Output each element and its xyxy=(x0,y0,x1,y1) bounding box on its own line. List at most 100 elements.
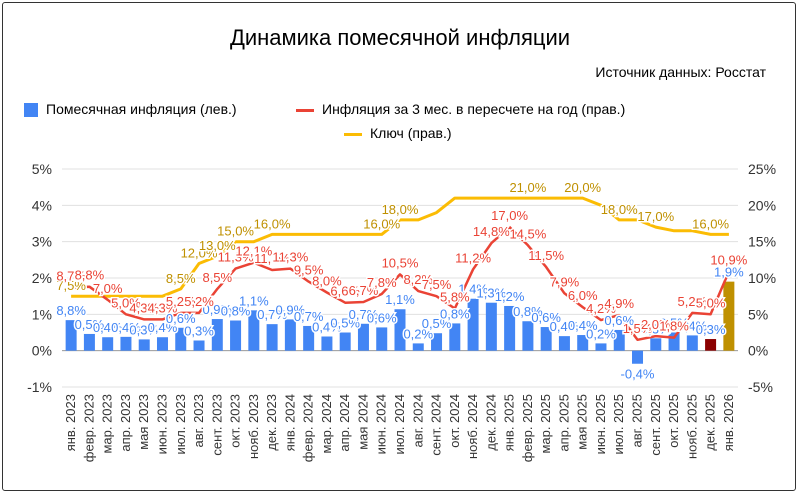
data-label-monthly: 0,6% xyxy=(531,310,561,325)
data-label-three-month: 14,5% xyxy=(509,226,546,241)
data-label-key-rate: 20,0% xyxy=(564,180,601,195)
y-left-tick-label: 2% xyxy=(32,270,52,286)
x-tick-label: авг. 2024 xyxy=(410,394,425,447)
x-tick-label: мая 2023 xyxy=(136,394,151,450)
data-label-monthly: 0,2% xyxy=(403,326,433,341)
legend-swatch-key-rate xyxy=(344,132,362,136)
data-label-three-month: 11,3% xyxy=(272,250,308,265)
data-label-monthly: 0,3% xyxy=(641,321,671,336)
bar xyxy=(303,325,315,351)
x-tick-label: авг. 2025 xyxy=(630,394,645,447)
x-tick-label: апр. 2025 xyxy=(556,394,571,452)
y-right-tick-label: 15% xyxy=(748,234,776,250)
data-label-three-month: 5,2% xyxy=(166,294,196,309)
data-label-three-month: 7,9% xyxy=(550,274,580,289)
data-label-monthly: 0,4% xyxy=(568,318,598,333)
x-tick-label: окт. 2023 xyxy=(228,394,243,448)
data-label-three-month: 1,5% xyxy=(623,321,653,336)
y-right-tick-label: 5% xyxy=(748,306,768,322)
legend-item-monthly[interactable]: Помесячная инфляция (лев.) xyxy=(24,101,237,118)
data-label-three-month: 8,0% xyxy=(312,274,342,289)
data-label-key-rate: 7,5% xyxy=(56,278,86,293)
chart-title: Динамика помесячной инфляции xyxy=(229,25,571,50)
y-right-tick-label: 10% xyxy=(748,270,776,286)
data-label-monthly: -0,4% xyxy=(621,367,655,382)
legend-label-monthly: Помесячная инфляция (лев.) xyxy=(46,101,237,117)
x-tick-label: сент. 2024 xyxy=(429,394,444,456)
data-label-monthly: 8,8% xyxy=(56,303,86,318)
x-tick-label: июл. 2025 xyxy=(611,394,626,454)
data-label-three-month: 11,2% xyxy=(455,250,491,265)
data-label-key-rate: 16,0% xyxy=(254,216,291,231)
x-tick-label: дек. 2023 xyxy=(264,394,279,451)
data-label-three-month: 2,0% xyxy=(641,317,671,332)
legend-item-three-month[interactable]: Инфляция за 3 мес. в пересчете на год (п… xyxy=(296,101,625,117)
bar xyxy=(522,321,534,351)
data-label-monthly: 0,8% xyxy=(440,306,470,321)
data-label-monthly: 0,3% xyxy=(129,322,159,337)
x-tick-label: нояб. 2024 xyxy=(465,394,480,459)
x-tick-label: апр. 2023 xyxy=(118,394,133,452)
x-tick-label: янв. 2025 xyxy=(502,394,517,451)
data-label-monthly: 0,4% xyxy=(550,319,580,334)
y-left-tick-label: 0% xyxy=(32,343,52,359)
data-label-key-rate: 21,0% xyxy=(509,180,546,195)
data-label-three-month: 12,1% xyxy=(235,244,272,259)
y-right-tick-label: 25% xyxy=(748,161,776,177)
data-label-three-month: 4,9% xyxy=(604,296,634,311)
x-tick-label: нояб. 2025 xyxy=(684,394,699,459)
y-right-tick-label: 0% xyxy=(748,343,768,359)
data-label-monthly: 1,3% xyxy=(477,286,507,301)
x-tick-label: февр. 2024 xyxy=(301,394,316,462)
data-label-key-rate: 16,0% xyxy=(692,216,729,231)
x-tick-label: мар. 2025 xyxy=(538,394,553,454)
data-label-monthly: 0,5% xyxy=(659,316,689,331)
bar xyxy=(138,339,150,351)
bar xyxy=(431,333,443,351)
bar xyxy=(686,335,698,351)
data-label-monthly: 0,6% xyxy=(367,310,397,325)
source-note: Источник данных: Росстат xyxy=(595,64,766,80)
data-label-three-month: 11,3% xyxy=(218,250,254,265)
x-tick-label: сент. 2025 xyxy=(648,394,663,456)
bar xyxy=(705,339,717,351)
data-label-monthly: 0,9% xyxy=(202,302,232,317)
data-label-monthly: 0,8% xyxy=(221,304,251,319)
legend-item-key-rate[interactable]: Ключ (прав.) xyxy=(344,125,452,141)
data-label-monthly: 0,4% xyxy=(111,320,141,335)
data-label-monthly: 0,7% xyxy=(349,307,379,322)
bar xyxy=(376,327,388,351)
data-label-key-rate: 15,0% xyxy=(217,224,254,239)
data-label-three-month: 8,7% xyxy=(56,268,86,283)
x-tick-label: мая 2024 xyxy=(355,394,370,450)
bar xyxy=(485,302,497,351)
data-label-monthly: 1,9% xyxy=(714,265,744,280)
x-tick-label: апр. 2024 xyxy=(337,394,352,452)
x-tick-label: февр. 2023 xyxy=(81,394,96,462)
data-label-monthly: 1,4% xyxy=(458,282,488,297)
data-label-monthly: 0,8% xyxy=(513,304,543,319)
data-label-monthly: 0,2% xyxy=(586,326,616,341)
bar xyxy=(357,323,369,351)
x-tick-label: янв. 2024 xyxy=(282,394,297,451)
data-label-monthly: 0,7% xyxy=(257,307,287,322)
bar xyxy=(613,329,625,351)
legend-label-three-month: Инфляция за 3 мес. в пересчете на год (п… xyxy=(322,101,626,117)
bar xyxy=(504,305,516,351)
bar xyxy=(540,327,552,351)
data-label-monthly: 0,4% xyxy=(93,320,123,335)
series-line-three-month xyxy=(71,225,731,342)
bar xyxy=(193,340,205,351)
bar xyxy=(632,350,644,364)
x-tick-label: сент. 2023 xyxy=(209,394,224,456)
data-label-monthly: 0,4% xyxy=(148,320,178,335)
y-left-tick-label: 1% xyxy=(32,306,52,322)
x-tick-label: июн. 2024 xyxy=(374,394,389,454)
data-label-three-month: 4,3% xyxy=(148,300,178,315)
bar xyxy=(650,338,662,351)
bar xyxy=(230,320,242,351)
data-label-three-month: 11,1% xyxy=(254,251,290,266)
bar xyxy=(339,332,351,351)
